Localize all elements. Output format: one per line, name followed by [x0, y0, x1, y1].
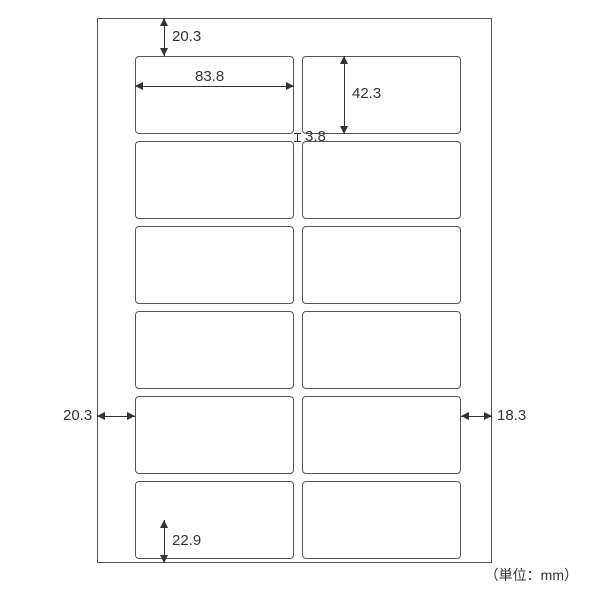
arrowhead-icon [160, 18, 168, 26]
label-cell [135, 481, 294, 559]
unit-note: （単位：mm） [485, 565, 578, 585]
arrowhead-icon [160, 48, 168, 56]
dim-tick-row-gap [297, 134, 298, 141]
dim-left-margin: 20.3 [63, 407, 92, 424]
dim-label-height: 42.3 [352, 85, 381, 102]
label-cell [135, 226, 294, 304]
arrowhead-icon [484, 412, 492, 420]
dim-line-label-height [344, 56, 345, 134]
dim-line-label-width [135, 86, 294, 87]
label-cell [302, 56, 461, 134]
arrowhead-icon [127, 412, 135, 420]
arrowhead-icon [340, 56, 348, 64]
label-cell [135, 311, 294, 389]
dim-bottom-margin: 22.9 [172, 532, 201, 549]
dim-tick-row-gap [294, 141, 301, 142]
dim-top-margin: 20.3 [172, 28, 201, 45]
label-cell [302, 226, 461, 304]
label-cell [302, 481, 461, 559]
label-cell [135, 396, 294, 474]
label-cell [302, 141, 461, 219]
label-cell [135, 141, 294, 219]
arrowhead-icon [135, 82, 143, 90]
dim-label-width: 83.8 [195, 68, 224, 85]
label-cell [302, 311, 461, 389]
arrowhead-icon [97, 412, 105, 420]
label-cell [302, 396, 461, 474]
arrowhead-icon [286, 82, 294, 90]
dim-row-gap: 3.8 [305, 128, 326, 145]
arrowhead-icon [340, 126, 348, 134]
arrowhead-icon [461, 412, 469, 420]
dim-right-margin: 18.3 [497, 407, 526, 424]
arrowhead-icon [160, 555, 168, 563]
arrowhead-icon [160, 520, 168, 528]
dim-tick-row-gap [294, 133, 301, 134]
